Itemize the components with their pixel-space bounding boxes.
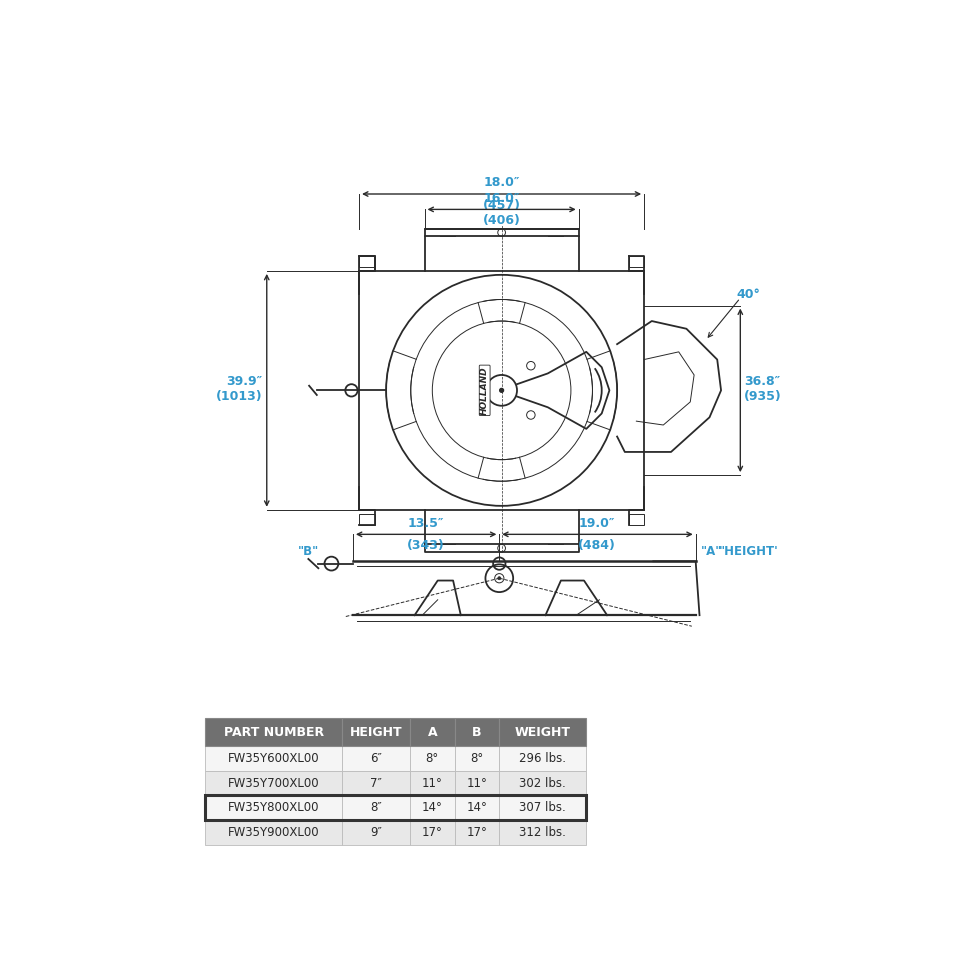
Text: (343): (343): [408, 539, 445, 552]
Text: 11°: 11°: [466, 776, 488, 790]
Text: 6″: 6″: [370, 752, 382, 765]
Bar: [454, 820, 499, 844]
Bar: [629, 255, 644, 267]
Bar: [454, 719, 499, 746]
Text: HEIGHT: HEIGHT: [350, 725, 403, 739]
Bar: [499, 746, 586, 770]
Bar: [410, 746, 454, 770]
Bar: [410, 770, 454, 796]
Bar: [342, 746, 410, 770]
Text: 14°: 14°: [466, 801, 488, 814]
Text: "HEIGHT': "HEIGHT': [719, 545, 778, 558]
Bar: [454, 796, 499, 820]
Text: 8°: 8°: [426, 752, 439, 765]
Text: 9″: 9″: [370, 826, 382, 838]
Text: (484): (484): [578, 539, 616, 552]
Bar: [205, 820, 342, 844]
Text: FW35Y900XL00: FW35Y900XL00: [228, 826, 320, 838]
Bar: [205, 719, 342, 746]
Text: 17°: 17°: [466, 826, 488, 838]
Text: (457): (457): [483, 199, 521, 212]
Text: 296 lbs.: 296 lbs.: [519, 752, 566, 765]
Text: 19.0″: 19.0″: [579, 517, 615, 529]
Text: 302 lbs.: 302 lbs.: [519, 776, 566, 790]
Text: 16.0″: 16.0″: [484, 192, 520, 205]
Text: 307 lbs.: 307 lbs.: [519, 801, 566, 814]
Text: FW35Y800XL00: FW35Y800XL00: [228, 801, 320, 814]
Bar: [499, 719, 586, 746]
Text: (935): (935): [744, 390, 782, 403]
Bar: [205, 796, 586, 820]
Bar: [205, 746, 342, 770]
Bar: [359, 255, 374, 267]
Text: HOLLAND: HOLLAND: [480, 366, 489, 414]
Text: (1013): (1013): [216, 390, 263, 403]
Bar: [342, 796, 410, 820]
Bar: [359, 514, 374, 526]
Bar: [410, 719, 454, 746]
Text: 14°: 14°: [422, 801, 443, 814]
Text: FW35Y700XL00: FW35Y700XL00: [228, 776, 320, 790]
Bar: [499, 820, 586, 844]
Text: B: B: [472, 725, 482, 739]
Text: 8″: 8″: [370, 801, 382, 814]
Bar: [499, 796, 586, 820]
Text: 40°: 40°: [736, 288, 760, 300]
Text: 39.9″: 39.9″: [226, 374, 263, 388]
Text: 7″: 7″: [370, 776, 382, 790]
Text: 312 lbs.: 312 lbs.: [519, 826, 566, 838]
Text: "B": "B": [297, 545, 319, 558]
Text: 8°: 8°: [470, 752, 484, 765]
Bar: [629, 514, 644, 526]
Text: WEIGHT: WEIGHT: [515, 725, 570, 739]
Bar: [342, 770, 410, 796]
Bar: [454, 746, 499, 770]
Bar: [499, 770, 586, 796]
Text: 17°: 17°: [422, 826, 443, 838]
Text: 11°: 11°: [422, 776, 443, 790]
Bar: [205, 796, 342, 820]
Circle shape: [499, 388, 503, 392]
Bar: [454, 770, 499, 796]
Text: "A": "A": [701, 545, 722, 558]
Text: FW35Y600XL00: FW35Y600XL00: [228, 752, 320, 765]
Bar: [205, 770, 342, 796]
Circle shape: [498, 576, 501, 580]
Text: 36.8″: 36.8″: [744, 374, 780, 388]
Text: PART NUMBER: PART NUMBER: [223, 725, 324, 739]
Text: A: A: [427, 725, 437, 739]
Text: 18.0″: 18.0″: [484, 176, 520, 189]
Bar: [410, 820, 454, 844]
Bar: [342, 820, 410, 844]
Bar: [410, 796, 454, 820]
Text: (406): (406): [483, 214, 521, 227]
Bar: [342, 719, 410, 746]
Text: 13.5″: 13.5″: [408, 517, 445, 529]
